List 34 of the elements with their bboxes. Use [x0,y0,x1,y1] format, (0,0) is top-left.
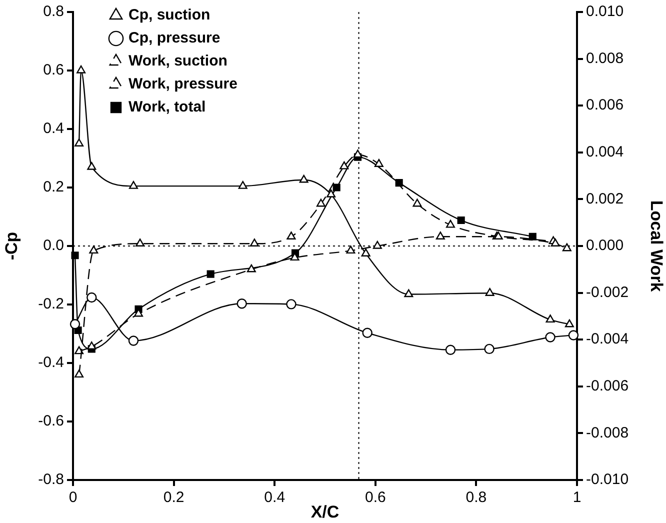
x-tick-label: 0.2 [163,489,184,506]
x-tick-label: 0.6 [364,489,386,506]
legend-label: Cp, pressure [128,30,220,47]
y2-tick-label: 0.004 [586,144,624,161]
y2-tick-label: 0.010 [586,3,624,20]
y2-tick-label: 0.008 [586,50,624,67]
y-tick-label: 0.6 [43,62,64,79]
y2-tick-label: -0.006 [586,378,629,395]
y2-tick-label: -0.004 [586,330,629,348]
y2-tick-label: -0.010 [586,471,629,488]
y-tick-label: 0.2 [43,178,64,196]
y-tick-label: -0.2 [38,296,64,313]
legend-label: Cp, suction [128,6,210,24]
legend-label: Work, total [128,98,206,116]
x-tick-label: 0 [68,489,78,506]
y2-axis-title: Local Work [647,200,666,292]
x-axis-title: X/C [310,502,340,522]
y-tick-label: -0.4 [38,354,64,372]
x-tick-label: 0.8 [466,489,487,506]
y2-tick-label: -0.002 [586,284,629,301]
y2-tick-label: 0.006 [586,96,624,114]
y-tick-label: 0.8 [43,3,64,20]
legend-label: Work, suction [128,52,228,70]
y-tick-label: 0.0 [43,237,64,254]
x-tick-label: 1 [572,489,582,506]
y-tick-label: 0.4 [43,120,64,138]
y2-tick-label: -0.008 [586,424,629,442]
y-axis-title: -Cp [2,232,21,260]
y-tick-label: -0.8 [38,471,64,488]
legend-label: Work, pressure [128,76,238,93]
y2-tick-label: 0.002 [586,190,624,208]
y-tick-label: -0.6 [38,412,64,430]
y2-tick-label: 0.000 [586,237,624,254]
x-tick-label: 0.4 [264,489,286,506]
